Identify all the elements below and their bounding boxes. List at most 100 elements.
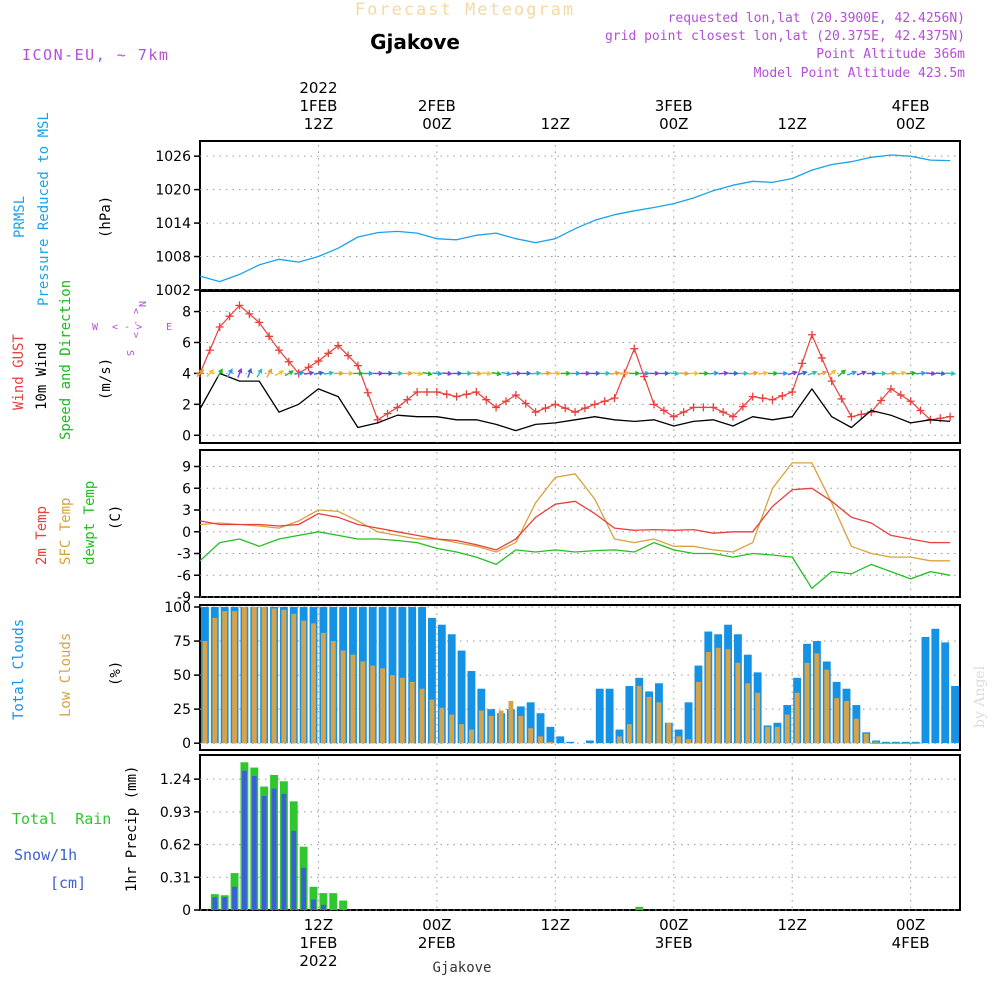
wind-gust-marker xyxy=(472,387,481,396)
wind-gust-marker xyxy=(383,409,392,418)
low-clouds-bar xyxy=(518,715,524,744)
snow-bar xyxy=(271,788,277,910)
low-clouds-bar xyxy=(212,617,218,744)
temperature-ytick-label: 0 xyxy=(182,525,191,541)
low-clouds-bar xyxy=(528,728,534,744)
wind-direction-arrow xyxy=(649,370,660,376)
pressure-panel: 1002 1008 1014 1020 1026 PRMSL Pressure Redu… xyxy=(12,112,961,306)
wind-direction-arrow xyxy=(787,370,799,376)
wind-direction-arrow xyxy=(237,367,243,378)
wind-ytick-label: 8 xyxy=(182,305,191,321)
low-clouds-bar xyxy=(755,692,761,744)
low-clouds-bar xyxy=(834,698,840,744)
total-clouds-bar xyxy=(536,713,545,744)
total-clouds-bar xyxy=(428,617,436,744)
compass-south: S xyxy=(124,350,135,356)
wind-gust-marker xyxy=(324,349,333,358)
top-axis-label: 12Z xyxy=(304,115,333,133)
wind-direction-arrow xyxy=(846,370,858,376)
temp-sfc-line xyxy=(199,462,951,562)
snow-bar xyxy=(241,770,247,910)
total-clouds-bar xyxy=(931,628,940,744)
wind-direction-arrow xyxy=(247,367,253,378)
wind-gust-line xyxy=(199,304,951,421)
low-clouds-bar xyxy=(853,718,859,744)
precip-axis-label: 1hr Precip (mm) xyxy=(124,766,140,892)
wind-direction-arrow xyxy=(471,371,483,377)
wind-gust-marker xyxy=(482,395,491,404)
clouds-ytick-label: 100 xyxy=(164,600,191,616)
wind-direction-arrow xyxy=(343,370,355,376)
wind-direction-arrow xyxy=(639,370,651,376)
low-clouds-bar xyxy=(409,681,415,744)
wind-direction-arrow xyxy=(777,370,789,376)
wind-gust-marker xyxy=(531,408,540,417)
model-altitude: Model Point Altitude 423.5m xyxy=(754,66,965,81)
low-clouds-bar xyxy=(360,661,366,744)
total-clouds-bar xyxy=(684,702,693,744)
low-clouds-bar xyxy=(676,736,682,744)
top-axis-label: 1FEB xyxy=(299,97,337,115)
wind-direction-arrow xyxy=(768,370,779,376)
clouds-ytick-label: 50 xyxy=(173,668,191,684)
wind-direction-arrow xyxy=(452,370,463,376)
temperature-ytick-label: -3 xyxy=(177,547,191,563)
low-clouds-bar xyxy=(449,714,455,744)
pressure-ytick-label: 1026 xyxy=(155,149,191,165)
wind-direction-arrow xyxy=(629,370,641,376)
total-clouds-bar xyxy=(398,607,407,744)
wind-direction-arrow xyxy=(807,370,818,376)
wind-direction-arrow xyxy=(353,370,364,376)
temp-2m-label: 2m Temp xyxy=(34,506,50,565)
wind-gust-marker xyxy=(344,351,353,360)
wind-direction-arrow xyxy=(266,368,273,378)
pressure-ytick-label: 1020 xyxy=(155,183,191,199)
wind-direction-arrow xyxy=(827,369,837,377)
pressure-ytick-label: 1008 xyxy=(155,250,191,266)
wind-gust-marker xyxy=(610,394,619,403)
wind-direction-arrow xyxy=(689,370,700,376)
temperature-ytick-label: -9 xyxy=(177,590,191,606)
bottom-axis-label: 00Z xyxy=(659,916,688,934)
total-rain-label: Total Rain xyxy=(12,810,111,828)
wind-direction-arrow xyxy=(256,368,263,378)
compass-ns-axis: < - > xyxy=(130,308,141,338)
watermark: by Angel xyxy=(972,665,988,728)
wind-gust-marker xyxy=(245,309,254,318)
snow-bar xyxy=(212,897,218,910)
low-clouds-bar xyxy=(735,662,741,744)
wind-ytick-label: 2 xyxy=(182,397,191,413)
total-rain-bar xyxy=(329,893,338,910)
wind-gust-marker xyxy=(255,318,264,327)
total-clouds-bar xyxy=(605,688,614,744)
wind-direction-arrow xyxy=(402,370,414,376)
low-clouds-label: Low Clouds xyxy=(58,633,74,717)
bottom-axis-label: 1FEB xyxy=(299,934,337,952)
total-clouds-bar xyxy=(941,642,950,744)
wind-gust-marker xyxy=(906,397,915,406)
low-clouds-bar xyxy=(301,620,307,744)
wind-direction-arrow xyxy=(590,370,601,376)
low-clouds-bar xyxy=(794,692,800,744)
wind-gust-marker xyxy=(561,404,570,413)
wind-direction-arrow xyxy=(501,371,512,377)
low-clouds-bar xyxy=(745,683,751,744)
low-clouds-bar xyxy=(626,724,632,744)
total-clouds-bar xyxy=(615,729,624,744)
product-title: Forecast Meteogram xyxy=(355,0,575,20)
wind-gust-marker xyxy=(817,353,826,362)
bottom-axis-label: 2022 xyxy=(299,952,337,970)
wind-ytick-label: 0 xyxy=(182,428,191,444)
top-axis-label: 00Z xyxy=(659,115,688,133)
wind-gust-marker xyxy=(393,403,402,412)
wind-gust-marker xyxy=(798,359,807,368)
low-clouds-bar xyxy=(844,700,849,744)
snow-bar xyxy=(291,830,297,910)
low-clouds-bar xyxy=(320,632,326,744)
wind-direction-arrow xyxy=(600,370,611,376)
precip-ytick-label: 0.31 xyxy=(160,870,191,886)
wind-direction-arrow xyxy=(392,370,404,376)
top-axis-label: 12Z xyxy=(778,115,807,133)
low-clouds-bar xyxy=(765,726,770,744)
